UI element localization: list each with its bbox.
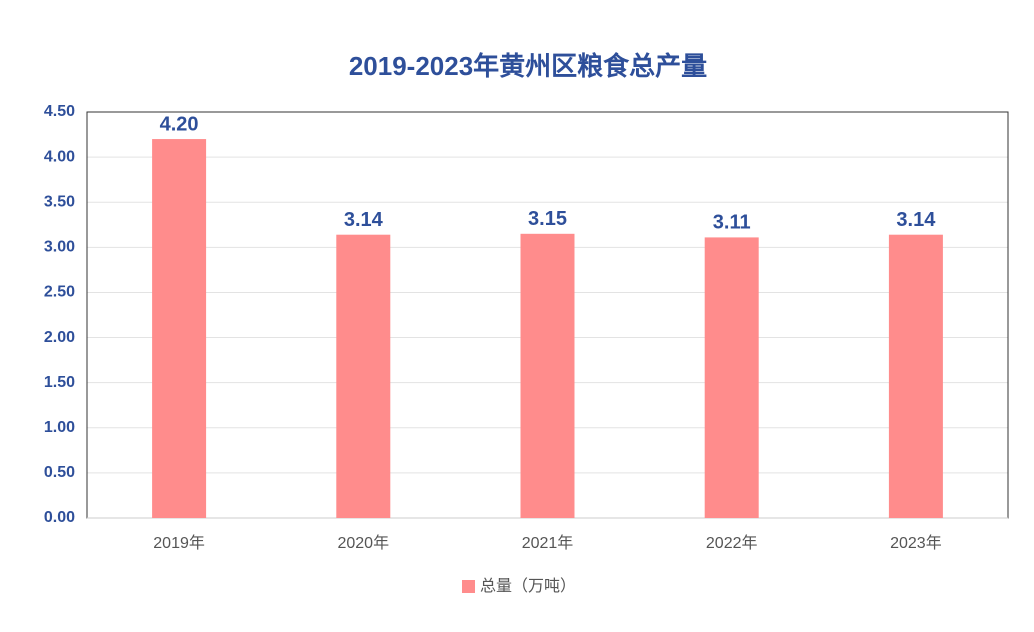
legend-label: 总量（万吨） <box>480 577 576 595</box>
y-tick-label: 4.50 <box>44 103 75 120</box>
y-tick-label: 4.00 <box>44 148 75 165</box>
y-tick-label: 1.00 <box>44 419 75 436</box>
y-tick-label: 0.00 <box>44 509 75 526</box>
value-label: 3.11 <box>713 212 751 234</box>
chart-title: 2019-2023年黄州区粮食总产量 <box>349 51 707 81</box>
bar <box>888 234 943 519</box>
bar <box>704 237 759 519</box>
x-tick-label: 2020年 <box>337 534 389 552</box>
value-label: 4.20 <box>160 113 199 135</box>
y-tick-label: 2.00 <box>44 329 75 346</box>
y-tick-label: 1.50 <box>44 374 75 391</box>
y-tick-label: 0.50 <box>44 464 75 481</box>
value-label: 3.14 <box>896 209 936 231</box>
x-tick-label: 2022年 <box>706 534 758 552</box>
x-tick-label: 2019年 <box>153 534 205 552</box>
bar <box>520 233 575 519</box>
legend-swatch <box>462 580 475 593</box>
y-tick-label: 3.50 <box>44 193 75 210</box>
value-label: 3.15 <box>528 208 567 230</box>
x-tick-label: 2023年 <box>890 534 942 552</box>
bar <box>336 234 391 519</box>
x-tick-label: 2021年 <box>522 534 574 552</box>
y-tick-label: 2.50 <box>44 284 75 301</box>
value-label: 3.14 <box>344 209 384 231</box>
bar <box>152 139 207 519</box>
y-tick-label: 3.00 <box>44 239 75 256</box>
